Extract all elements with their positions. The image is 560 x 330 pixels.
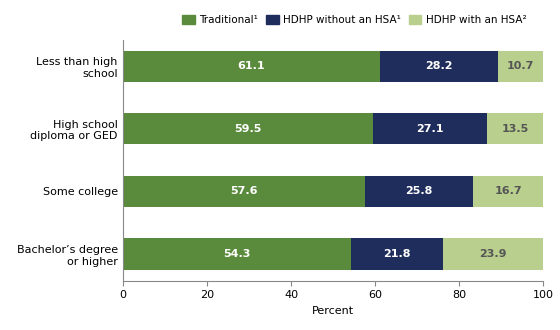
Bar [498, 50, 543, 82]
Legend: Traditional¹, HDHP without an HSA¹, HDHP with an HSA²: Traditional¹, HDHP without an HSA¹, HDHP… [178, 11, 530, 30]
Bar [123, 113, 373, 145]
Text: 54.3: 54.3 [223, 249, 251, 259]
Bar [123, 238, 351, 270]
Bar [123, 176, 365, 207]
Text: 61.1: 61.1 [237, 61, 265, 71]
Text: 57.6: 57.6 [230, 186, 258, 196]
Text: 28.2: 28.2 [425, 61, 453, 71]
Bar [365, 176, 473, 207]
Bar [487, 113, 544, 145]
Bar [473, 176, 544, 207]
Bar [443, 238, 543, 270]
Bar [373, 113, 487, 145]
Bar [380, 50, 498, 82]
Bar [351, 238, 443, 270]
Text: 23.9: 23.9 [479, 249, 507, 259]
Text: 25.8: 25.8 [405, 186, 433, 196]
Text: 13.5: 13.5 [502, 124, 529, 134]
Bar [123, 50, 380, 82]
Text: 59.5: 59.5 [235, 124, 262, 134]
Text: 10.7: 10.7 [507, 61, 534, 71]
Text: 27.1: 27.1 [416, 124, 444, 134]
Text: 16.7: 16.7 [494, 186, 522, 196]
Text: 21.8: 21.8 [383, 249, 411, 259]
X-axis label: Percent: Percent [312, 306, 354, 316]
